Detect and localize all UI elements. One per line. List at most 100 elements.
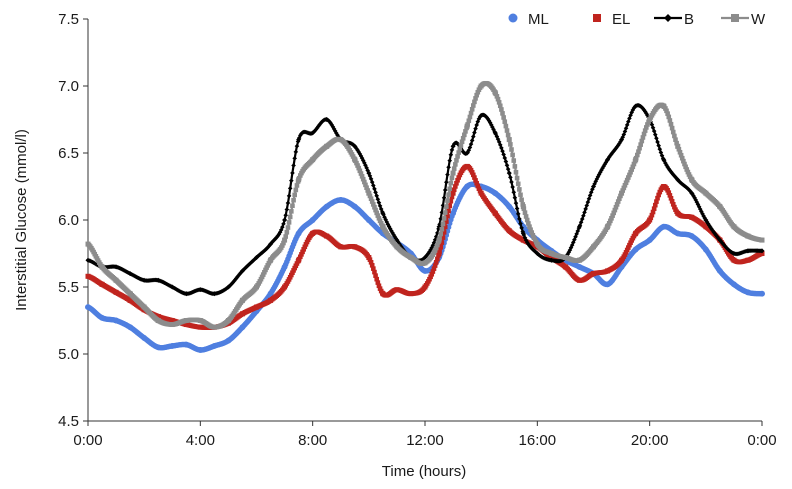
legend-label-el: EL (612, 11, 630, 28)
data-point-el (377, 286, 383, 291)
data-point-b (438, 216, 444, 222)
data-point-w (372, 204, 377, 210)
data-point-w (446, 192, 451, 197)
data-point-b (313, 127, 319, 132)
data-point-w (622, 183, 628, 188)
data-point-b (389, 228, 394, 233)
data-point-w (531, 235, 537, 241)
data-point-b (517, 216, 522, 222)
data-point-el (627, 242, 632, 248)
data-point-b (225, 284, 231, 290)
data-point-el (654, 199, 659, 204)
data-point-ml (183, 341, 190, 348)
x-tick-label: 8:00 (298, 432, 327, 449)
data-point-b (333, 130, 339, 136)
data-point-el (633, 230, 639, 236)
data-point-w (609, 215, 614, 221)
data-point-el (666, 190, 672, 195)
data-point-w (113, 277, 119, 283)
data-point-ml (337, 196, 344, 203)
data-point-w (286, 220, 292, 225)
data-point-w (472, 99, 477, 105)
data-point-b (731, 251, 737, 256)
data-point-ml (632, 246, 639, 253)
legend-label-w: W (751, 11, 766, 28)
data-point-w (527, 224, 532, 229)
data-point-b (652, 132, 658, 137)
data-point-el (626, 245, 631, 250)
data-point-w (458, 142, 464, 148)
data-point-b (487, 120, 493, 125)
data-point-b (511, 190, 517, 195)
data-point-b (197, 287, 203, 293)
data-point-w (438, 231, 444, 237)
data-point-b (236, 273, 241, 278)
legend-marker-b (664, 14, 672, 22)
data-point-w (672, 133, 677, 139)
data-point-b (596, 172, 602, 177)
data-point-b (469, 138, 475, 143)
data-point-el (373, 273, 378, 278)
data-point-el (474, 180, 479, 186)
data-point-ml (492, 190, 499, 197)
data-point-el (254, 304, 259, 310)
data-point-el (670, 202, 676, 207)
data-point-w (169, 322, 175, 328)
data-point-w (499, 107, 504, 112)
data-point-el (473, 178, 478, 183)
data-point-w (636, 149, 641, 154)
data-point-b (293, 149, 299, 155)
data-point-b (439, 210, 445, 215)
data-point-w (501, 115, 506, 120)
data-point-ml (155, 344, 162, 351)
data-point-ml (99, 314, 105, 321)
data-point-w (628, 169, 633, 175)
data-point-ml (113, 317, 120, 324)
data-point-el (619, 257, 625, 263)
data-point-el (394, 287, 400, 293)
data-point-b (520, 230, 526, 236)
data-point-el (628, 240, 633, 246)
data-point-w (362, 179, 367, 185)
data-point-w (620, 188, 626, 193)
data-point-w (614, 202, 620, 207)
data-point-el (371, 266, 376, 271)
data-point-el (445, 213, 450, 219)
data-point-w (626, 175, 631, 180)
data-point-el (338, 244, 344, 250)
data-point-el (99, 281, 105, 287)
data-point-w (638, 142, 643, 147)
data-point-b (597, 170, 603, 175)
data-point-w (408, 255, 414, 261)
data-point-w (287, 214, 293, 220)
data-point-w (630, 164, 636, 170)
data-point-b (665, 164, 670, 170)
data-point-b (113, 264, 119, 270)
data-point-w (363, 182, 368, 188)
data-point-el (655, 195, 660, 201)
data-point-w (284, 229, 290, 235)
data-point-el (376, 283, 382, 289)
data-point-w (454, 158, 459, 163)
data-point-el (352, 244, 358, 250)
data-point-b (711, 229, 716, 235)
data-point-w (155, 318, 161, 323)
data-point-ml (506, 203, 513, 210)
data-point-w (534, 241, 540, 247)
data-point-w (211, 324, 217, 330)
data-point-el (431, 266, 437, 271)
data-point-w (357, 168, 363, 174)
data-point-b (503, 159, 509, 164)
data-point-b (283, 212, 289, 218)
data-point-w (667, 118, 673, 123)
data-point-w (633, 157, 639, 163)
data-point-w (689, 177, 695, 183)
data-point-b (492, 130, 498, 136)
data-point-w (440, 221, 446, 227)
data-point-w (433, 245, 439, 251)
data-point-b (548, 257, 554, 263)
data-point-w (674, 140, 679, 146)
data-point-b (608, 153, 613, 158)
data-point-el (668, 196, 674, 201)
data-point-w (606, 221, 612, 226)
